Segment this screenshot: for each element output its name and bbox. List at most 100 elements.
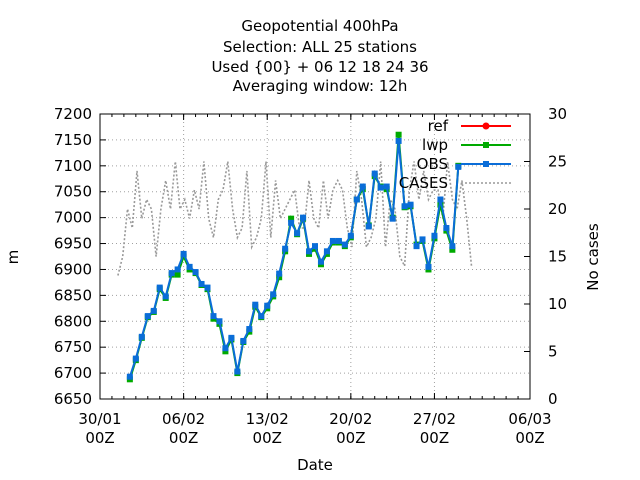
lwp-point (395, 131, 402, 138)
obs-point (371, 170, 378, 177)
obs-point (383, 183, 390, 190)
obs-point (329, 237, 336, 244)
obs-point (282, 245, 289, 252)
y2-axis-label: No cases (584, 223, 602, 291)
y-axis-ticks: 6650 6700 6750 6800 6850 6900 6950 7000 7050 7100… (54, 105, 106, 408)
obs-point (347, 232, 354, 239)
obs-point (317, 258, 324, 265)
y2-tick-label: 5 (548, 343, 558, 361)
obs-point (431, 232, 438, 239)
chart-title: Geopotential 400hPa Selection: ALL 25 st… (211, 17, 428, 95)
x-axis-label: Date (297, 456, 333, 474)
y-tick-label: 7100 (54, 157, 92, 175)
lwp-line (128, 134, 460, 380)
obs-point (389, 215, 396, 222)
obs-point (312, 243, 318, 250)
obs-point (258, 313, 265, 320)
obs-point (377, 184, 384, 191)
x-axis-ticks: 30/0100Z06/0200Z13/0200Z20/0200Z27/0200Z… (78, 114, 552, 447)
obs-point (150, 307, 157, 314)
title-line-2: Selection: ALL 25 stations (223, 38, 417, 56)
lwp-point (449, 246, 456, 253)
y-tick-label: 6750 (54, 338, 92, 356)
lwp-point (174, 271, 181, 278)
obs-point (341, 241, 348, 248)
x-tick-label-date: 30/01 (78, 410, 121, 428)
obs-point (192, 269, 199, 276)
y-tick-label: 6650 (54, 390, 92, 408)
obs-point (252, 301, 259, 308)
y-tick-label: 6900 (54, 260, 92, 278)
obs-point (455, 163, 462, 170)
y2-tick-label: 25 (548, 153, 567, 171)
y-tick-label: 6950 (54, 235, 92, 253)
grid (100, 114, 530, 399)
lwp-point (222, 348, 229, 355)
y2-axis-ticks: 0 5 10 15 20 25 30 (524, 105, 567, 408)
x-tick-label-date: 06/02 (162, 410, 205, 428)
obs-point (419, 236, 426, 243)
obs-point (425, 263, 432, 270)
x-tick-label-date: 06/03 (508, 410, 551, 428)
obs-point (449, 243, 456, 250)
obs-point (234, 368, 241, 375)
obs-point (210, 313, 217, 320)
y-tick-label: 7000 (54, 209, 92, 227)
title-line-1: Geopotential 400hPa (241, 17, 398, 35)
obs-point (353, 196, 360, 203)
legend-marker-lwp (483, 142, 489, 148)
obs-point (198, 280, 205, 287)
obs-point (132, 355, 139, 362)
obs-point (437, 196, 444, 203)
x-tick-label-date: 20/02 (329, 410, 372, 428)
obs-point (335, 237, 342, 244)
obs-point (246, 326, 253, 333)
obs-point (323, 248, 330, 255)
obs-point (276, 270, 283, 277)
x-tick-label-hour: 00Z (336, 429, 365, 447)
obs-point (401, 203, 408, 210)
obs-point (306, 248, 313, 255)
x-tick-label-date: 13/02 (246, 410, 289, 428)
x-tick-label-hour: 00Z (515, 429, 544, 447)
y-tick-label: 6700 (54, 364, 92, 382)
obs-point (294, 230, 301, 237)
x-tick-label-hour: 00Z (169, 429, 198, 447)
legend-label-obs: OBS (417, 155, 448, 173)
obs-point (395, 137, 402, 144)
obs-point (168, 270, 175, 277)
obs-point (413, 243, 420, 250)
legend-label-lwp: lwp (422, 136, 448, 154)
obs-point (443, 225, 450, 231)
obs-point (270, 291, 277, 298)
obs-point (180, 250, 187, 257)
y-tick-label: 7200 (54, 105, 92, 123)
y-tick-label: 6850 (54, 286, 92, 304)
y2-tick-label: 10 (548, 295, 567, 313)
obs-point (216, 318, 223, 325)
y-axis-label: m (4, 250, 22, 265)
obs-point (186, 263, 193, 270)
plot-frame (99, 113, 531, 400)
obs-point (204, 284, 211, 291)
x-tick-label-hour: 00Z (253, 429, 282, 447)
obs-point (359, 183, 366, 190)
obs-point (407, 201, 414, 208)
obs-point (144, 313, 151, 320)
y2-tick-label: 30 (548, 105, 567, 123)
legend-marker-ref (482, 122, 490, 130)
obs-point (174, 266, 181, 273)
obs-point (365, 223, 372, 230)
y2-tick-label: 0 (548, 390, 558, 408)
data-series (126, 131, 462, 383)
obs-point (288, 219, 295, 226)
legend-label-ref: ref (428, 117, 449, 135)
obs-point (162, 293, 169, 300)
y-tick-label: 7050 (54, 183, 92, 201)
x-tick-label-hour: 00Z (85, 429, 114, 447)
obs-point (126, 373, 133, 380)
lwp-point (288, 215, 295, 222)
y2-tick-label: 20 (548, 200, 567, 218)
